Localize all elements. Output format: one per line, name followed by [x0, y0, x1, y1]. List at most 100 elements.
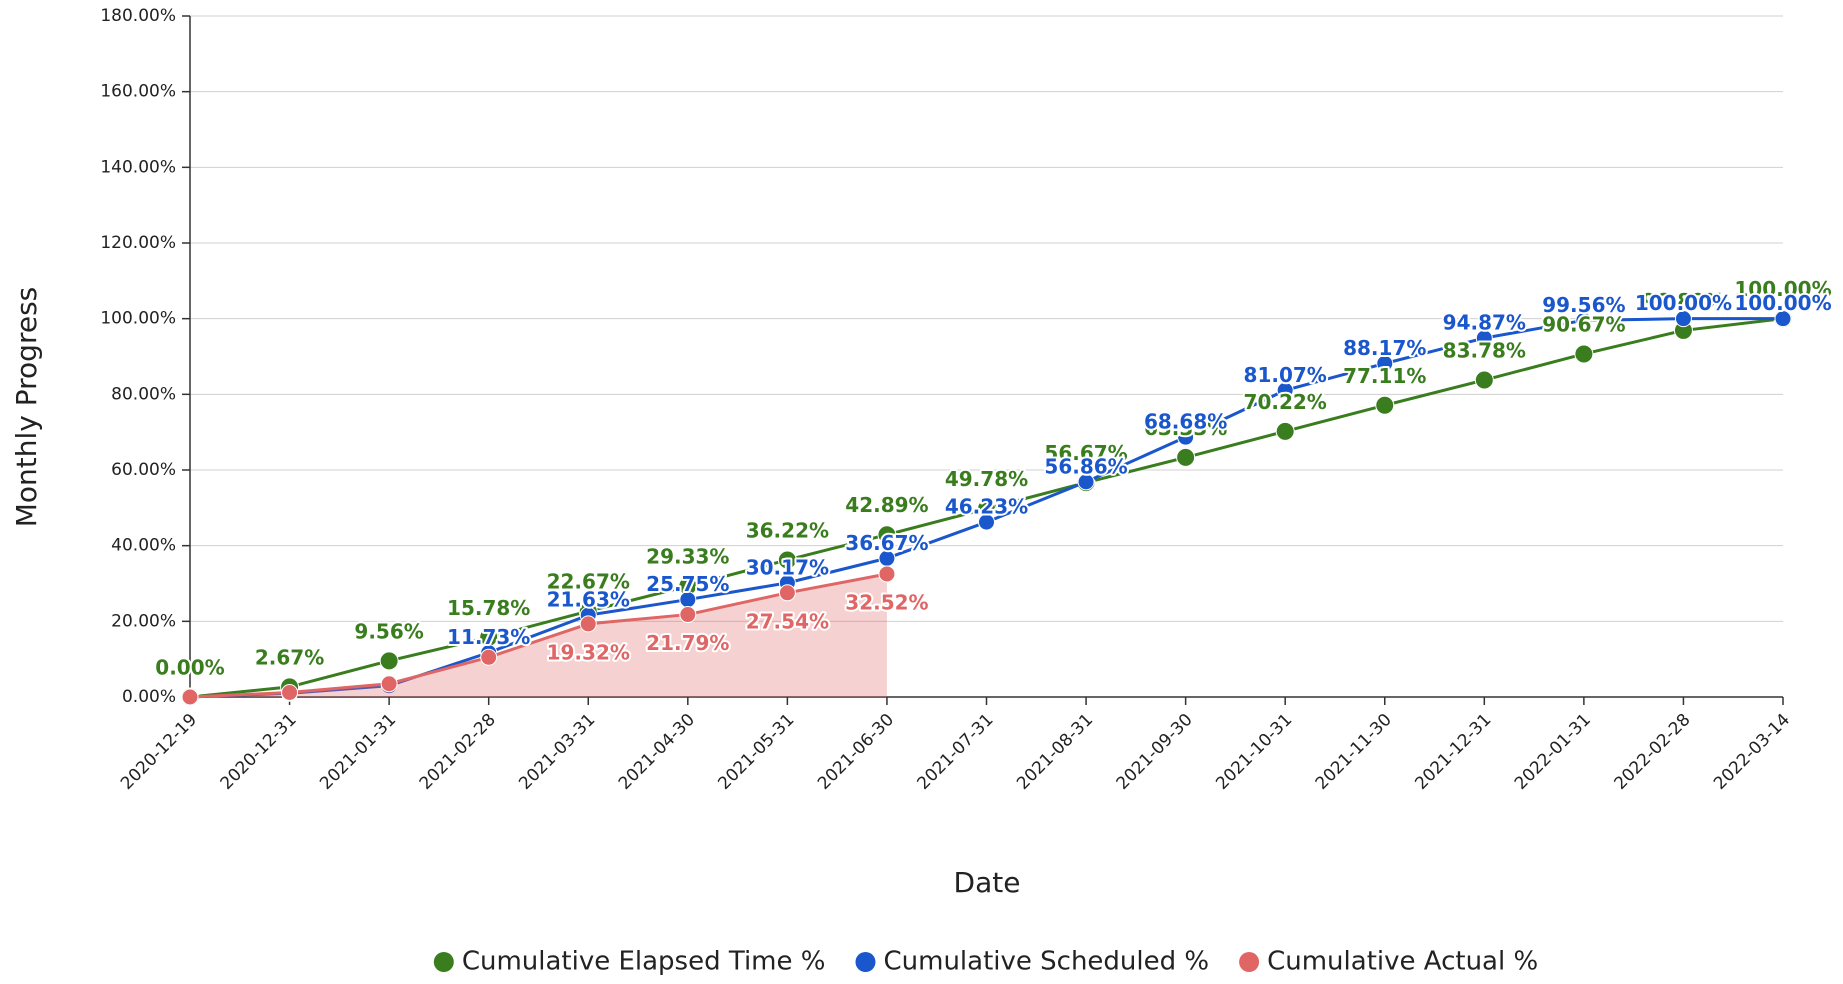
data-label: 99.56% [1542, 293, 1625, 317]
data-label: 36.67% [845, 531, 928, 555]
legend-label: Cumulative Actual % [1267, 947, 1538, 977]
data-label: 22.67% [547, 570, 630, 594]
point [777, 550, 797, 570]
point [1474, 370, 1494, 390]
data-label: 70.22% [1244, 390, 1327, 414]
x-tick-label: 2021-03-31 [515, 710, 599, 794]
point [1575, 311, 1593, 329]
point [1674, 310, 1692, 328]
y-tick-label: 40.00% [111, 536, 176, 556]
y-axis-title: Monthly Progress [10, 287, 43, 528]
data-label: 77.11% [1343, 364, 1426, 388]
data-label: 68.68% [1144, 410, 1227, 434]
data-label: 21.79% [646, 631, 729, 655]
point [1375, 395, 1395, 415]
legend-marker [433, 952, 454, 972]
point [1376, 354, 1394, 372]
y-tick-label: 160.00% [100, 82, 176, 102]
data-label: 42.89% [845, 493, 928, 517]
data-label: 100.00% [1635, 291, 1732, 315]
data-label: 96.89% [1642, 289, 1725, 313]
x-tick-label: 2021-10-31 [1212, 710, 1296, 794]
legend: Cumulative Elapsed Time % Cumulative Sche… [433, 947, 1538, 977]
y-tick-label: 20.00% [111, 611, 176, 631]
data-label: 2.67% [255, 645, 324, 669]
data-label: 32.52% [845, 590, 928, 614]
x-tick-label: 2022-01-31 [1511, 710, 1595, 794]
point [281, 683, 299, 701]
point [978, 513, 995, 531]
data-label: 9.56% [354, 619, 423, 643]
data-label: 19.32% [547, 640, 630, 664]
data-label: 100.00% [1734, 277, 1831, 301]
x-tick-label: 2021-06-30 [814, 710, 898, 794]
legend-marker [855, 952, 876, 972]
y-tick-label: 140.00% [100, 157, 176, 177]
data-label: 100.00% [1734, 291, 1831, 315]
data-label: 63.33% [1144, 416, 1227, 440]
point [679, 606, 697, 624]
legend-label: Cumulative Elapsed Time % [462, 947, 826, 977]
point [1276, 381, 1294, 399]
point [877, 525, 897, 545]
data-label: 25.75% [646, 572, 729, 596]
point [1176, 447, 1196, 467]
data-label: 29.33% [646, 545, 729, 569]
point [1275, 421, 1295, 441]
x-tick-label: 2021-07-31 [914, 710, 998, 794]
point [181, 688, 199, 706]
data-label: 15.78% [447, 596, 530, 620]
data-label: 81.07% [1244, 363, 1327, 387]
data-label: 0.00% [155, 656, 224, 680]
y-tick-label: 80.00% [111, 384, 176, 404]
x-tick-label: 2021-09-30 [1113, 710, 1197, 794]
legend-label: Cumulative Scheduled % [883, 947, 1209, 977]
y-tick-label: 60.00% [111, 460, 176, 480]
x-tick-label: 2022-03-14 [1710, 710, 1794, 794]
line [189, 572, 888, 699]
data-label: 90.67% [1542, 312, 1625, 336]
point [1574, 344, 1594, 364]
x-tick-label: 2021-05-31 [714, 710, 798, 794]
x-tick-label: 2022-02-28 [1611, 710, 1695, 794]
point [778, 584, 796, 602]
point [379, 651, 399, 671]
data-label: 30.17% [746, 555, 829, 579]
y-tick-label: 100.00% [100, 309, 176, 329]
data-label: 49.78% [945, 467, 1028, 491]
legend-marker [1239, 952, 1260, 972]
x-tick-label: 2021-12-31 [1411, 710, 1495, 794]
data-label: 88.17% [1343, 336, 1426, 360]
point [1774, 310, 1792, 328]
x-axis-title: Date [954, 866, 1021, 899]
x-tick-label: 2021-04-30 [615, 710, 699, 794]
point [579, 615, 597, 633]
y-tick-label: 120.00% [100, 233, 176, 253]
point [1077, 473, 1095, 491]
point [1475, 329, 1493, 347]
area [190, 573, 887, 697]
point [1177, 428, 1195, 446]
data-label: 56.67% [1044, 441, 1127, 465]
data-label: 83.78% [1443, 339, 1526, 363]
data-label: 94.87% [1443, 311, 1526, 335]
point [480, 648, 498, 666]
x-tick-label: 2020-12-31 [217, 710, 301, 794]
data-label: 36.22% [746, 518, 829, 542]
point [878, 565, 896, 583]
y-tick-label: 180.00% [100, 6, 176, 26]
x-tick-label: 2021-02-28 [416, 710, 500, 794]
x-tick-label: 2021-08-31 [1013, 710, 1097, 794]
data-label: 56.86% [1044, 454, 1127, 478]
point [380, 675, 398, 693]
x-tick-label: 2021-11-30 [1312, 710, 1396, 794]
data-label: 46.23% [945, 495, 1028, 519]
data-label: 11.73% [447, 625, 530, 649]
data-label: 21.63% [547, 588, 630, 612]
x-tick-label: 2021-01-31 [316, 710, 400, 794]
x-tick-label: 2020-12-19 [117, 710, 201, 794]
data-label: 27.54% [746, 609, 829, 633]
y-tick-label: 0.00% [122, 687, 176, 707]
